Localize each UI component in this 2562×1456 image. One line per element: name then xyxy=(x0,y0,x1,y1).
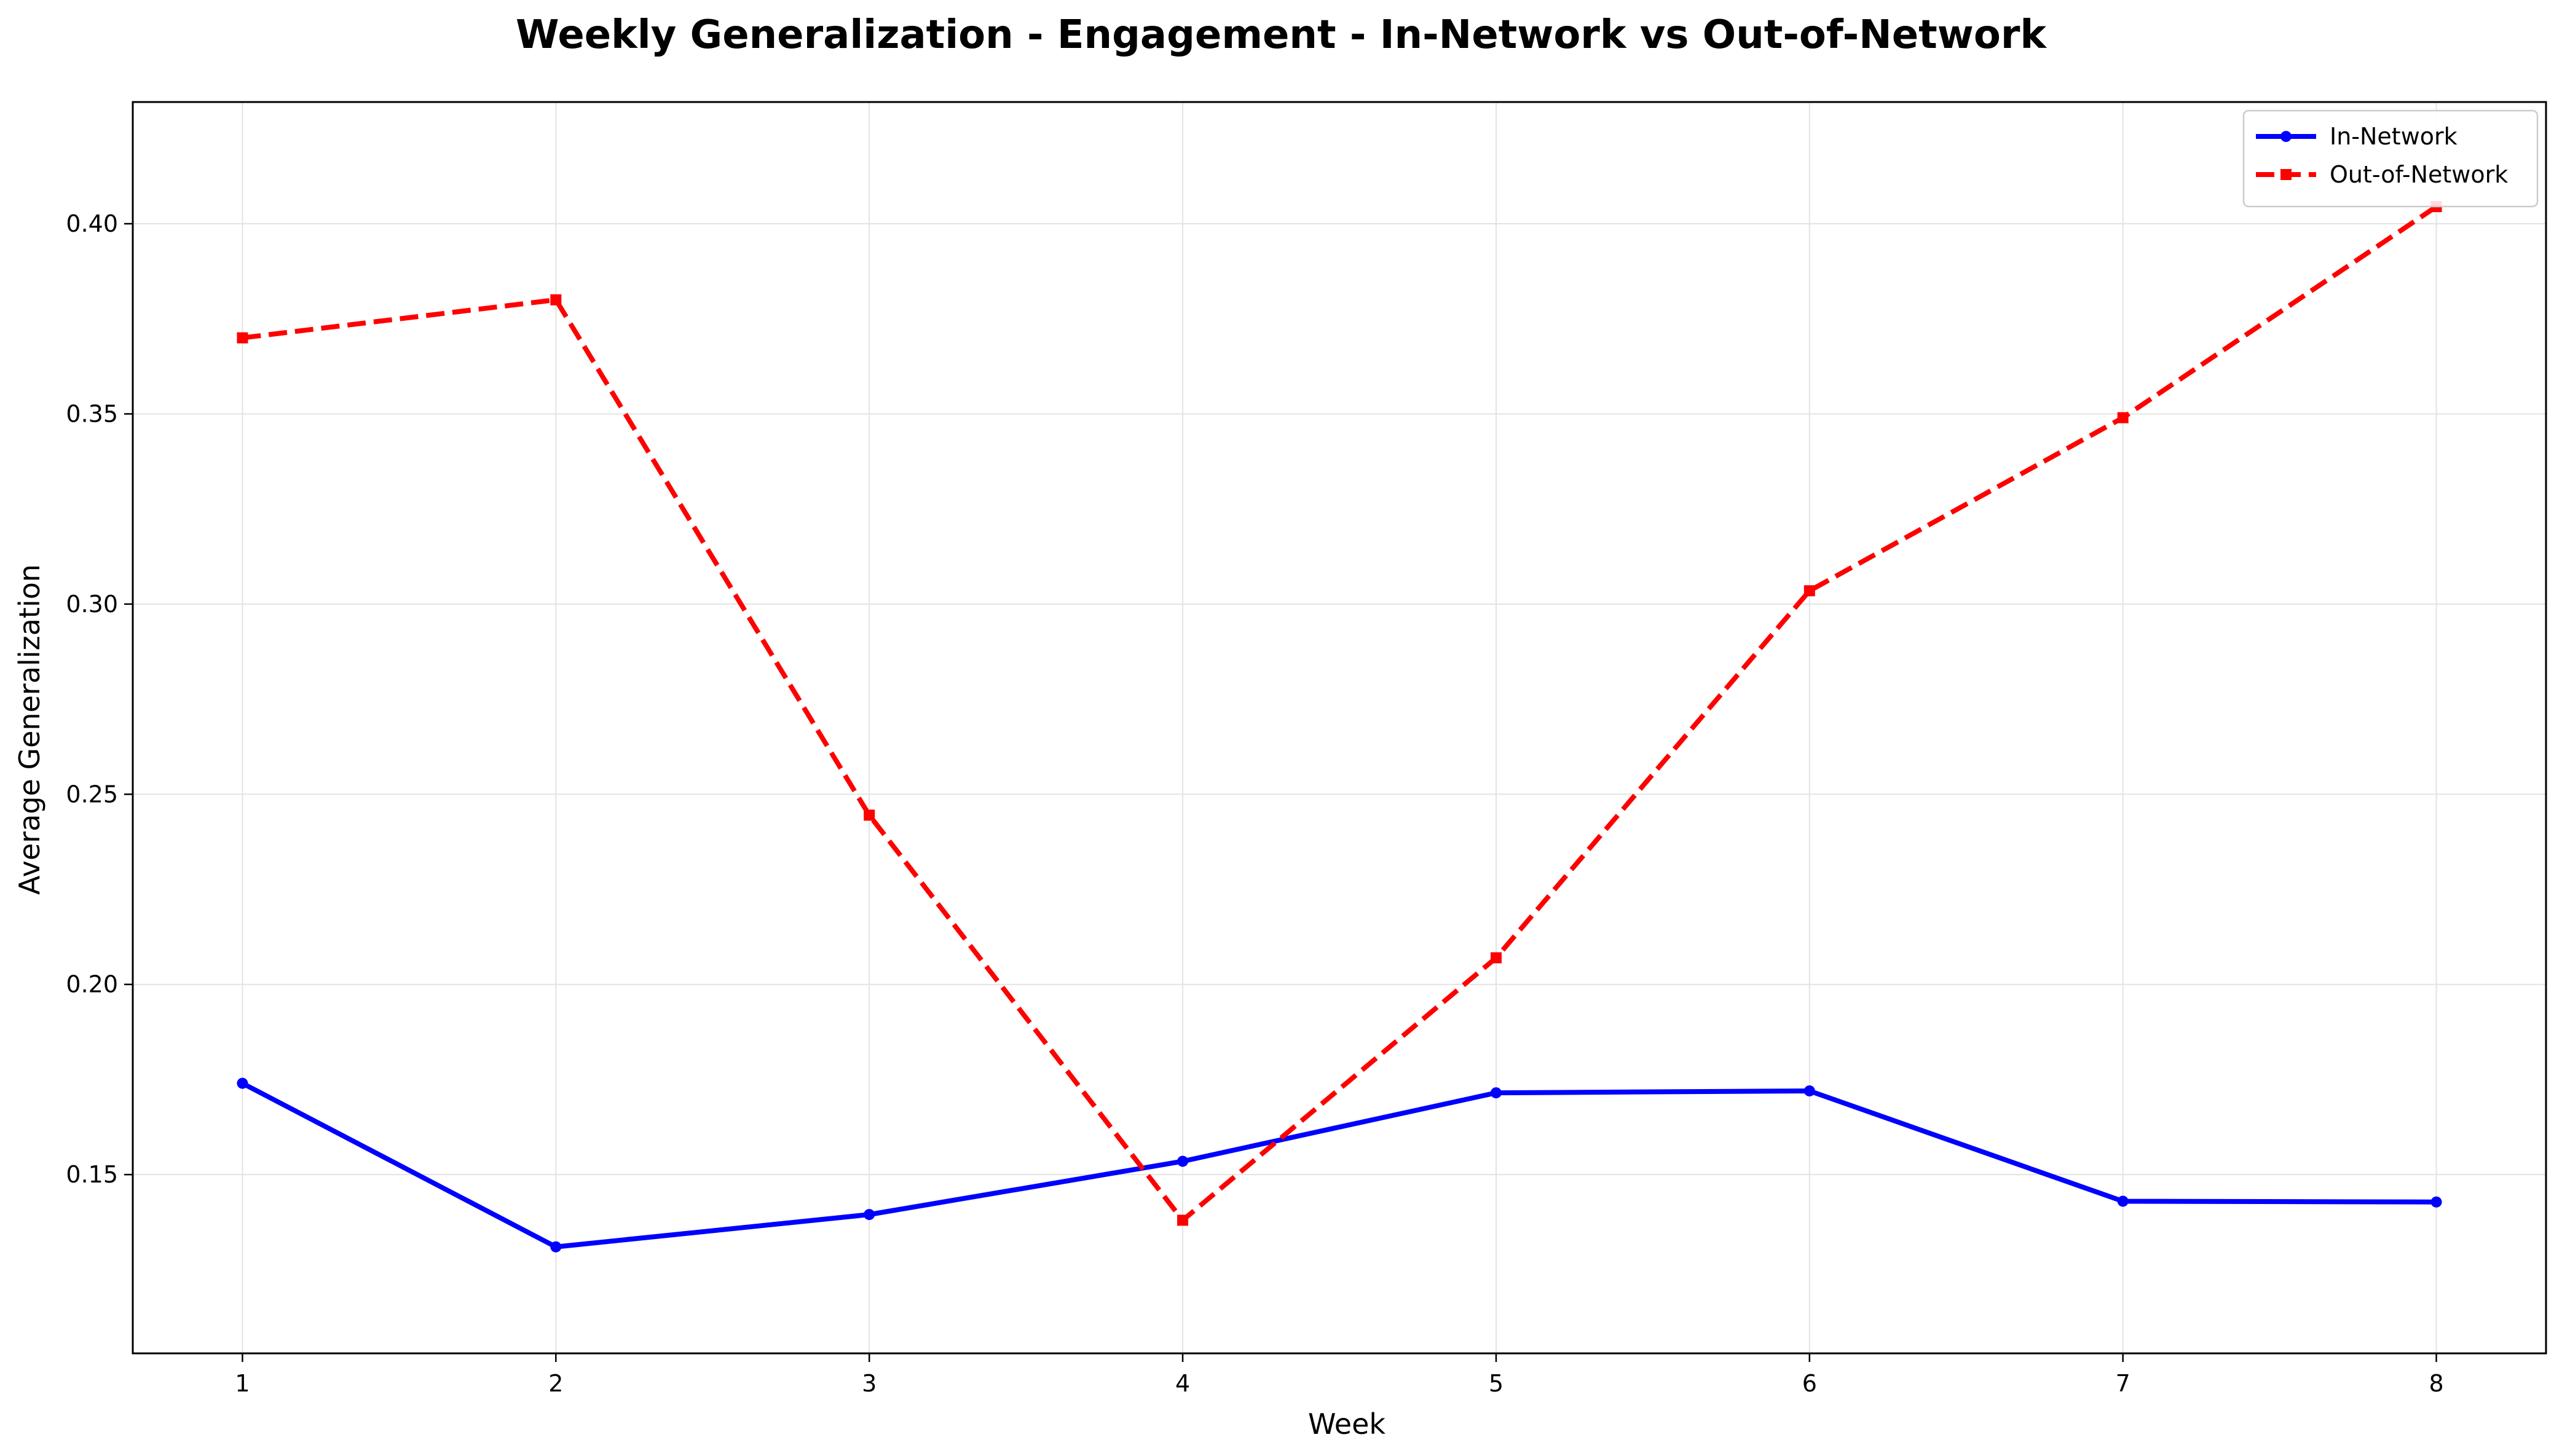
data-point-in-network xyxy=(550,1241,562,1253)
legend-box xyxy=(2242,109,2539,208)
y-axis-label: Average Generalization xyxy=(13,564,46,895)
x-tick-label: 4 xyxy=(1175,1370,1190,1397)
data-point-in-network xyxy=(1490,1087,1502,1099)
data-point-in-network xyxy=(1177,1155,1189,1167)
data-point-in-network xyxy=(864,1209,875,1221)
data-point-in-network xyxy=(237,1077,248,1089)
grid-layer xyxy=(133,102,2546,1353)
legend-marker-in-network xyxy=(2280,131,2292,142)
data-point-in-network xyxy=(2117,1195,2129,1207)
legend-marker-out-of-network xyxy=(2280,169,2292,180)
legend: In-Network Out-of-Network xyxy=(2242,109,2539,208)
x-tick-label: 1 xyxy=(235,1370,250,1397)
x-axis-label: Week xyxy=(1308,1407,1385,1441)
data-point-out-of-network xyxy=(2117,412,2129,423)
x-tick-label: 5 xyxy=(1489,1370,1504,1397)
series-layer xyxy=(237,201,2442,1253)
series-line-out-of-network xyxy=(242,204,2438,1223)
tick-layer: 1 2 3 4 5 6 7 8 0.15 0.20 0.25 0.30 0.35 0.40 xyxy=(66,210,2443,1397)
data-point-in-network xyxy=(2430,1196,2442,1208)
y-tick-label: 0.40 xyxy=(66,210,118,237)
chart-title: Weekly Generalization - Engagement - In-… xyxy=(516,12,2047,58)
x-tick-label: 7 xyxy=(2116,1370,2130,1397)
series-line-in-network xyxy=(240,1080,2439,1249)
y-tick-label: 0.25 xyxy=(66,781,118,808)
y-tick-label: 0.30 xyxy=(66,591,118,618)
x-tick-label: 8 xyxy=(2429,1370,2443,1397)
data-point-out-of-network xyxy=(864,809,875,821)
x-tick-label: 3 xyxy=(862,1370,877,1397)
data-point-out-of-network xyxy=(237,332,248,344)
data-point-in-network xyxy=(1803,1085,1815,1096)
plot-area-frame xyxy=(132,101,2547,1355)
data-point-out-of-network xyxy=(1803,585,1815,597)
y-tick-label: 0.35 xyxy=(66,400,118,427)
y-tick-label: 0.20 xyxy=(66,971,118,998)
x-tick-label: 2 xyxy=(548,1370,563,1397)
legend-label-in-network: In-Network xyxy=(2330,123,2458,150)
legend-label-out-of-network: Out-of-Network xyxy=(2330,161,2508,188)
data-point-out-of-network xyxy=(1490,952,1502,964)
data-point-out-of-network xyxy=(1177,1214,1189,1226)
data-point-out-of-network xyxy=(550,294,562,305)
x-tick-label: 6 xyxy=(1802,1370,1817,1397)
y-tick-label: 0.15 xyxy=(66,1161,118,1188)
